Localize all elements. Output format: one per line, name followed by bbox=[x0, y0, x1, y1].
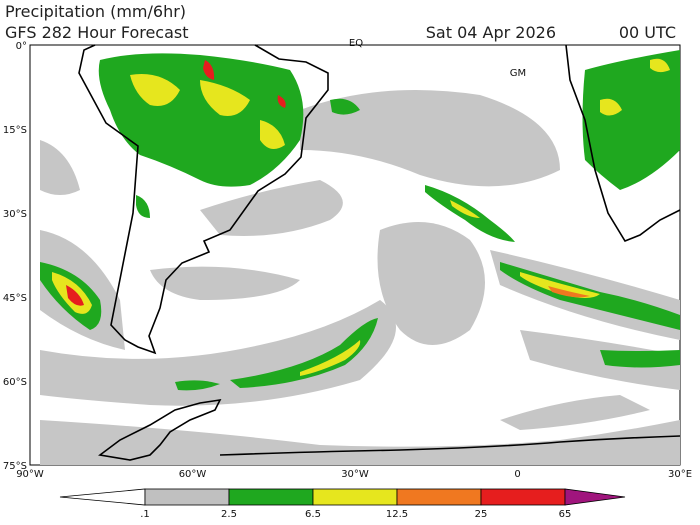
colorbar-label: 12.5 bbox=[386, 509, 408, 520]
colorbar-label: 65 bbox=[559, 509, 572, 520]
place-label: EQ bbox=[349, 38, 363, 49]
title: Precipitation (mm/6hr) bbox=[5, 2, 186, 21]
lon-label: 60°W bbox=[179, 469, 207, 480]
lat-label: 45°S bbox=[3, 293, 27, 304]
lat-labels: 0° 15°S 30°S 45°S 60°S 75°S bbox=[3, 41, 27, 472]
precip-light bbox=[40, 90, 680, 465]
colorbar-cap bbox=[564, 488, 626, 506]
colorbar: .1 2.5 6.5 12.5 25 65 bbox=[59, 488, 626, 520]
colorbar-label: .1 bbox=[140, 509, 150, 520]
colorbar-cap bbox=[59, 488, 146, 506]
precip-moderate bbox=[40, 50, 680, 391]
place-label: GM bbox=[510, 68, 526, 79]
colorbar-segment bbox=[480, 488, 566, 506]
lon-labels: 90°W 60°W 30°W 0 30°E bbox=[16, 469, 692, 480]
colorbar-label: 2.5 bbox=[221, 509, 237, 520]
colorbar-segment bbox=[396, 488, 482, 506]
lon-label: 0 bbox=[514, 469, 520, 480]
lon-label: 30°E bbox=[668, 469, 692, 480]
subtitle: GFS 282 Hour Forecast bbox=[5, 23, 189, 42]
colorbar-segment bbox=[144, 488, 230, 506]
colorbar-label: 25 bbox=[475, 509, 488, 520]
colorbar-segment bbox=[312, 488, 398, 506]
map: 0° 15°S 30°S 45°S 60°S 75°S 90°W 60°W 30°W 0 30°E… bbox=[3, 38, 692, 480]
date: Sat 04 Apr 2026 bbox=[426, 23, 556, 42]
colorbar-label: 6.5 bbox=[305, 509, 321, 520]
lat-label: 30°S bbox=[3, 209, 27, 220]
colorbar-segment bbox=[228, 488, 314, 506]
lon-label: 90°W bbox=[16, 469, 44, 480]
coastlines bbox=[78, 44, 681, 461]
time: 00 UTC bbox=[619, 23, 676, 42]
lon-label: 30°W bbox=[341, 469, 369, 480]
lat-label: 75°S bbox=[3, 461, 27, 472]
lat-label: 60°S bbox=[3, 377, 27, 388]
lat-label: 15°S bbox=[3, 125, 27, 136]
lat-label: 0° bbox=[16, 41, 27, 52]
